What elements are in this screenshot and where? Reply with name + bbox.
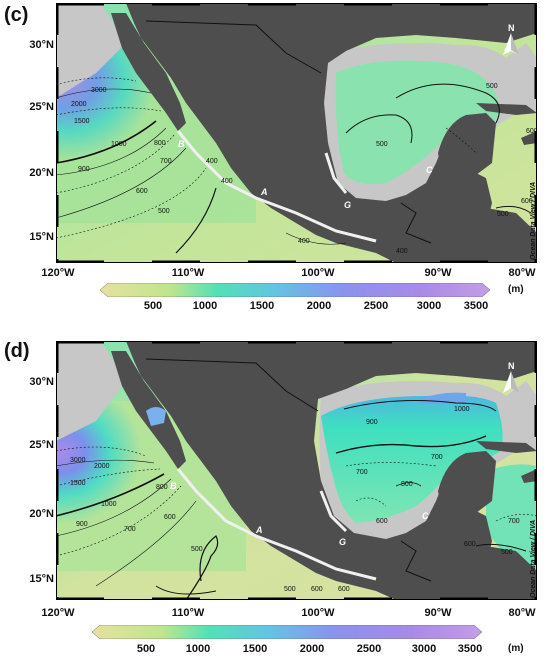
svg-text:C: C [426, 165, 433, 175]
colorbar [100, 283, 490, 297]
svg-text:400: 400 [221, 178, 233, 185]
depth-map: 3000 2000 1500 1000 900 800 700 600 500 … [56, 3, 537, 263]
credit-text: Ocean Data View / DIVA [530, 181, 537, 260]
colorbar-tick: 2000 [306, 300, 332, 312]
lon-label: 110°W [171, 267, 205, 279]
colorbar-tick: 500 [143, 300, 163, 312]
svg-text:500: 500 [284, 586, 296, 593]
panel-c: (c) 30°N 25°N 20°N 15°N [4, 3, 537, 312]
colorbar-unit: (m) [508, 284, 524, 295]
panel-label: (d) [4, 340, 30, 362]
lon-label: 80°W [508, 607, 536, 619]
svg-text:1500: 1500 [70, 480, 86, 487]
svg-text:500: 500 [486, 83, 498, 90]
lat-label: 20°N [29, 508, 54, 520]
colorbar [92, 625, 482, 639]
colorbar-tick: 3000 [411, 643, 437, 655]
svg-text:400: 400 [206, 158, 218, 165]
depth-map: 3000 2000 1500 1000 900 800 700 600 500 … [56, 341, 537, 600]
svg-text:B: B [170, 481, 177, 491]
svg-text:900: 900 [76, 521, 88, 528]
svg-text:500: 500 [497, 211, 509, 218]
colorbar-tick: 1500 [242, 643, 268, 655]
svg-text:A: A [255, 525, 263, 535]
lon-label: 120°W [41, 607, 75, 619]
colorbar-tick: 2000 [299, 643, 325, 655]
lon-label: 120°W [41, 267, 75, 279]
lon-label: 110°W [171, 607, 205, 619]
colorbar-tick: 3000 [416, 300, 442, 312]
svg-text:700: 700 [160, 158, 172, 165]
svg-text:700: 700 [356, 469, 368, 476]
svg-text:A: A [260, 187, 268, 197]
lon-label: 90°W [424, 267, 452, 279]
svg-text:1000: 1000 [111, 141, 127, 148]
lat-label: 25°N [29, 101, 54, 113]
svg-text:800: 800 [154, 140, 166, 147]
svg-text:2000: 2000 [94, 463, 110, 470]
svg-text:C: C [422, 511, 429, 521]
colorbar-unit: (m) [508, 643, 524, 654]
svg-text:2000: 2000 [71, 101, 87, 108]
svg-text:600: 600 [136, 188, 148, 195]
svg-text:B: B [178, 139, 185, 149]
land-mass [126, 3, 537, 263]
colorbar-tick: 1000 [192, 300, 218, 312]
colorbar-tick: 1000 [185, 643, 211, 655]
colorbar-tick: 500 [136, 643, 156, 655]
north-arrow-icon [503, 371, 519, 393]
lat-label: 25°N [29, 439, 54, 451]
credit-text: Ocean Data View / DIVA [530, 519, 537, 598]
svg-text:600: 600 [164, 514, 176, 521]
lat-label: 15°N [29, 573, 54, 585]
lon-label: 100°W [301, 607, 335, 619]
svg-text:600: 600 [376, 518, 388, 525]
north-label: N [508, 23, 515, 33]
svg-text:400: 400 [396, 248, 408, 255]
svg-text:G: G [344, 200, 351, 210]
panel-d: (d) 30°N 25°N 20°N 15°N [0, 330, 550, 659]
svg-text:800: 800 [401, 481, 413, 488]
colorbar-tick: 3500 [463, 300, 489, 312]
lon-label: 90°W [424, 607, 452, 619]
svg-text:800: 800 [156, 484, 168, 491]
svg-text:700: 700 [508, 518, 520, 525]
svg-text:600: 600 [338, 586, 350, 593]
svg-text:700: 700 [124, 526, 136, 533]
svg-text:3000: 3000 [70, 457, 86, 464]
svg-text:900: 900 [78, 166, 90, 173]
svg-text:1000: 1000 [454, 406, 470, 413]
svg-text:G: G [339, 537, 346, 547]
svg-text:1000: 1000 [101, 501, 117, 508]
lon-label: 100°W [301, 267, 335, 279]
svg-text:600: 600 [526, 128, 537, 135]
svg-text:500: 500 [376, 141, 388, 148]
colorbar-tick: 1500 [249, 300, 275, 312]
lat-label: 30°N [29, 39, 54, 51]
svg-text:500: 500 [158, 208, 170, 215]
svg-text:600: 600 [521, 198, 533, 205]
svg-text:500: 500 [191, 546, 203, 553]
north-label: N [508, 361, 515, 371]
svg-text:400: 400 [298, 238, 310, 245]
north-arrow-icon [503, 33, 519, 55]
colorbar-tick: 3500 [457, 643, 483, 655]
panel-label: (c) [4, 4, 29, 26]
lat-label: 30°N [29, 376, 54, 388]
svg-text:900: 900 [366, 419, 378, 426]
svg-text:600: 600 [464, 541, 476, 548]
svg-text:3000: 3000 [91, 87, 107, 94]
svg-text:500: 500 [501, 549, 513, 556]
svg-text:1500: 1500 [74, 118, 90, 125]
colorbar-tick: 2500 [363, 300, 389, 312]
colorbar-tick: 2500 [356, 643, 382, 655]
shelf-area [56, 3, 126, 98]
svg-text:600: 600 [311, 586, 323, 593]
lat-label: 20°N [29, 167, 54, 179]
lat-label: 15°N [29, 231, 54, 243]
svg-text:700: 700 [431, 454, 443, 461]
lon-label: 80°W [508, 267, 536, 279]
